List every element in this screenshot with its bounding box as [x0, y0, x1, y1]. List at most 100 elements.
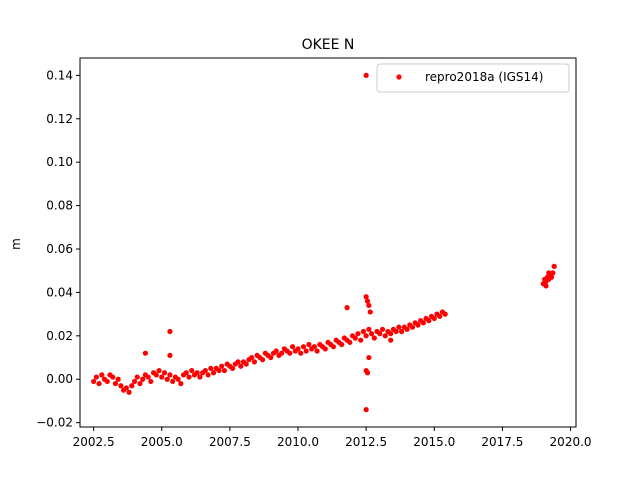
data-point — [93, 374, 99, 380]
data-point — [543, 283, 549, 289]
data-point — [145, 374, 151, 380]
data-point — [377, 331, 383, 337]
data-point — [300, 344, 307, 350]
data-point — [314, 348, 320, 354]
data-point — [159, 374, 165, 380]
y-tick-label: 0.12 — [46, 112, 73, 126]
y-axis-label: m — [9, 238, 23, 250]
data-point — [363, 72, 369, 78]
data-point — [366, 302, 372, 309]
data-point — [104, 378, 110, 385]
x-tick-label: 2002.5 — [73, 435, 115, 449]
y-tick-label: 0.14 — [46, 68, 73, 82]
data-point — [259, 357, 266, 363]
data-point — [548, 274, 555, 280]
data-point — [303, 348, 309, 354]
y-axis: −0.02 0.00 0.02 0.04 0.06 0.08 0.10 0.12 0.14 — [36, 68, 80, 430]
legend-box — [376, 63, 570, 93]
data-point — [426, 318, 432, 324]
data-point — [371, 335, 377, 341]
data-point — [347, 339, 353, 345]
data-point — [118, 383, 124, 389]
data-point — [91, 378, 97, 385]
data-point — [202, 367, 208, 374]
data-point — [352, 335, 358, 341]
data-point — [178, 380, 184, 387]
data-point — [415, 322, 421, 328]
data-point — [167, 352, 173, 358]
y-tick-label: −0.02 — [36, 416, 73, 430]
data-point — [273, 348, 279, 354]
data-point — [208, 365, 214, 371]
data-point — [546, 270, 552, 276]
data-point — [363, 333, 369, 339]
data-point — [364, 298, 371, 304]
data-point — [551, 263, 557, 269]
data-point — [306, 341, 312, 348]
data-point — [442, 311, 448, 317]
data-point — [393, 328, 399, 335]
data-point — [153, 372, 159, 378]
data-point — [355, 331, 361, 337]
data-point — [369, 331, 375, 337]
data-point — [311, 344, 317, 350]
data-point — [216, 367, 222, 374]
data-point — [183, 370, 189, 376]
data-point — [156, 367, 162, 374]
data-point — [249, 354, 255, 361]
data-point — [186, 374, 192, 380]
data-point — [170, 378, 176, 385]
data-point — [137, 380, 143, 387]
data-point — [167, 328, 173, 335]
plot-area-frame — [79, 57, 577, 428]
data-point — [268, 354, 274, 361]
data-point — [96, 380, 102, 387]
y-tick-label: 0.02 — [46, 329, 73, 343]
data-point — [194, 370, 200, 376]
y-tick-label: 0.00 — [46, 372, 73, 386]
data-point — [123, 385, 129, 391]
data-point — [99, 372, 105, 378]
data-point — [398, 328, 405, 335]
data-point — [221, 367, 228, 374]
data-point — [295, 346, 301, 352]
legend: repro2018a (IGS14) — [376, 63, 570, 93]
data-point — [409, 324, 416, 330]
data-point — [140, 376, 146, 382]
data-point — [360, 328, 367, 335]
data-point — [134, 374, 140, 380]
data-point — [404, 326, 410, 332]
data-point — [164, 376, 170, 382]
data-point — [289, 344, 296, 350]
data-point — [142, 350, 149, 356]
data-point — [298, 350, 304, 356]
y-tick-label: 0.08 — [46, 199, 73, 213]
data-points — [91, 72, 557, 413]
x-tick-label: 2015.0 — [413, 435, 455, 449]
x-tick-label: 2005.0 — [141, 435, 183, 449]
data-point — [388, 337, 394, 343]
x-tick-label: 2020.0 — [550, 435, 592, 449]
legend-marker — [396, 74, 402, 80]
data-point — [287, 350, 293, 356]
data-point — [115, 376, 121, 382]
chart-title: OKEE N — [302, 37, 355, 53]
data-point — [420, 320, 426, 326]
data-point — [437, 313, 443, 319]
data-point — [363, 407, 369, 413]
data-point — [364, 370, 371, 376]
data-point — [367, 309, 373, 315]
data-point — [279, 350, 285, 356]
data-point — [131, 378, 138, 385]
data-point — [431, 315, 437, 322]
data-point — [379, 326, 386, 332]
data-point — [110, 374, 116, 380]
x-tick-label: 2007.5 — [209, 435, 251, 449]
data-point — [161, 370, 168, 376]
data-point — [197, 374, 203, 380]
x-tick-label: 2012.5 — [345, 435, 387, 449]
data-point — [148, 378, 154, 385]
x-tick-label: 2010.0 — [277, 435, 319, 449]
y-tick-label: 0.04 — [46, 285, 73, 299]
